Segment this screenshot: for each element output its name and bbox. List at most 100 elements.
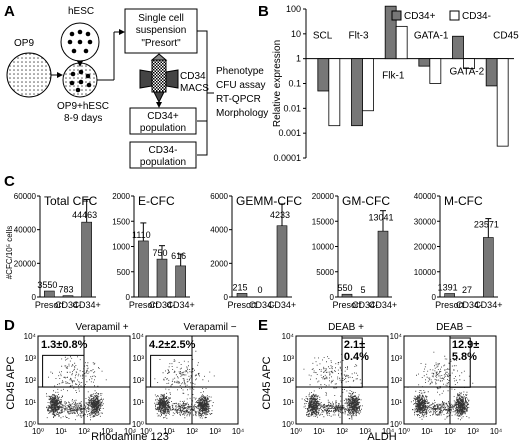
days-label: 8-9 days bbox=[64, 113, 102, 124]
subplot-title: Total CFC bbox=[44, 194, 98, 208]
x-tick-label: Presort bbox=[227, 300, 257, 310]
cfc-bar bbox=[483, 237, 494, 298]
cfc-bar bbox=[156, 258, 168, 298]
bar-gata-1-cd34pos bbox=[418, 58, 431, 67]
bar-cd45-cd34pos bbox=[485, 58, 498, 87]
assay-list: Phenotype CFU assay RT-QPCR Morphology bbox=[216, 66, 268, 119]
x-tick-label: 10¹ bbox=[55, 427, 67, 436]
category-label: GATA-2 bbox=[450, 67, 485, 78]
cfc-bar bbox=[276, 225, 288, 298]
data-label: 783 bbox=[58, 285, 73, 295]
cfc-bar bbox=[62, 295, 74, 298]
hesc-colonies bbox=[67, 29, 93, 54]
bar-flt-3-cd34neg bbox=[362, 58, 374, 112]
data-label: 750 bbox=[152, 248, 167, 258]
x-tick-label: CD34- bbox=[456, 300, 482, 310]
y-tick-label: 10³ bbox=[132, 354, 144, 363]
y-tick-label: 10⁰ bbox=[132, 420, 144, 429]
x-tick-label: 10⁴ bbox=[124, 427, 137, 436]
y-tick-label: 10 bbox=[291, 29, 301, 39]
gate-rectangle bbox=[341, 337, 363, 388]
plot-title: DEAB + bbox=[328, 322, 364, 333]
assay-item: RT-QPCR bbox=[216, 94, 261, 105]
x-tick-label: 10³ bbox=[101, 427, 113, 436]
y-tick-label: 10⁰ bbox=[282, 420, 294, 429]
x-tick-label: CD34- bbox=[249, 300, 275, 310]
x-tick-label: CD34+ bbox=[167, 300, 195, 310]
y-tick-label: 15000 bbox=[312, 217, 335, 226]
data-label: 1391 bbox=[438, 282, 458, 292]
y-tick-label: 1500 bbox=[112, 217, 130, 226]
x-tick-label: 10⁴ bbox=[382, 427, 395, 436]
single-cell-line1: Single cell bbox=[138, 13, 184, 24]
macs-column-tip bbox=[153, 91, 165, 104]
y-tick-label: 10⁴ bbox=[132, 332, 145, 341]
assay-item: CFU assay bbox=[216, 80, 265, 91]
x-tick-label: 10¹ bbox=[313, 427, 325, 436]
plot-title: Verapamil − bbox=[183, 322, 236, 333]
gate-rectangle bbox=[449, 337, 471, 388]
scatter-events bbox=[301, 353, 363, 420]
cfc-bar bbox=[341, 293, 353, 298]
y-tick-label: 10000 bbox=[312, 243, 335, 252]
x-tick-label: 10² bbox=[186, 427, 198, 436]
y-tick-label: 500 bbox=[117, 268, 131, 277]
cfc-bar bbox=[175, 265, 186, 298]
y-tick-label: 0 bbox=[432, 293, 437, 302]
cfc-bar bbox=[81, 221, 92, 298]
y-tick-label: 10² bbox=[390, 376, 402, 385]
cd34neg-line1: CD34- bbox=[149, 145, 178, 156]
subplot-title: E-CFC bbox=[138, 194, 175, 208]
y-tick-label: 40000 bbox=[414, 192, 437, 201]
panel-label-e: E bbox=[258, 317, 268, 334]
x-tick-label: CD34+ bbox=[369, 300, 397, 310]
data-label: 44463 bbox=[72, 210, 97, 220]
gate-percentage: 0.4% bbox=[344, 351, 369, 363]
data-label: 13041 bbox=[368, 213, 393, 223]
y-tick-label: 2000 bbox=[112, 192, 130, 201]
panel-label-a: A bbox=[4, 3, 15, 20]
category-label: GATA-1 bbox=[414, 31, 449, 42]
gate-percentage: 1.3±0.8% bbox=[41, 339, 88, 351]
y-tick-label: 20000 bbox=[312, 192, 335, 201]
y-tick-label: 10³ bbox=[24, 354, 36, 363]
legend-swatch bbox=[391, 10, 402, 21]
x-axis-label: Rhodamine 123 bbox=[91, 431, 169, 443]
y-tick-label: 2000 bbox=[210, 259, 228, 268]
y-tick-label: 0.1 bbox=[288, 79, 301, 89]
plot-title: Verapamil + bbox=[75, 322, 128, 333]
bar-gata-2-cd34pos bbox=[452, 35, 464, 60]
gate-rectangle bbox=[42, 354, 85, 388]
x-tick-label: 10⁰ bbox=[398, 427, 410, 436]
plot-title: DEAB − bbox=[436, 322, 472, 333]
gate-rectangle bbox=[150, 354, 193, 388]
x-tick-label: 10⁰ bbox=[32, 427, 44, 436]
data-label: 1110 bbox=[132, 230, 151, 240]
category-label: Flt-3 bbox=[349, 31, 369, 42]
bar-scl-cd34pos bbox=[317, 58, 330, 92]
single-cell-line3: "Presort" bbox=[141, 38, 181, 49]
legend-swatch bbox=[449, 10, 460, 21]
scatter-events bbox=[407, 351, 474, 421]
category-label: Flk-1 bbox=[382, 71, 405, 82]
x-tick-label: Presort bbox=[129, 300, 159, 310]
y-tick-label: 0 bbox=[330, 293, 335, 302]
cfc-bar bbox=[444, 293, 455, 298]
gate-percentage: 5.8% bbox=[452, 351, 477, 363]
x-tick-label: CD34+ bbox=[268, 300, 296, 310]
macs-line2: MACS bbox=[180, 83, 209, 94]
category-label: CD45 bbox=[493, 31, 519, 42]
coculture-colonies bbox=[69, 69, 92, 93]
subplot-title: GEMM-CFC bbox=[236, 194, 302, 208]
cfc-subplot: 0 500 1000 1500 2000 E-CFC 1110 Presort 750 CD34-… bbox=[112, 192, 195, 310]
gate-percentage: 12.9± bbox=[452, 339, 479, 351]
magnet-left bbox=[139, 69, 153, 89]
op9-label: OP9 bbox=[14, 38, 34, 49]
